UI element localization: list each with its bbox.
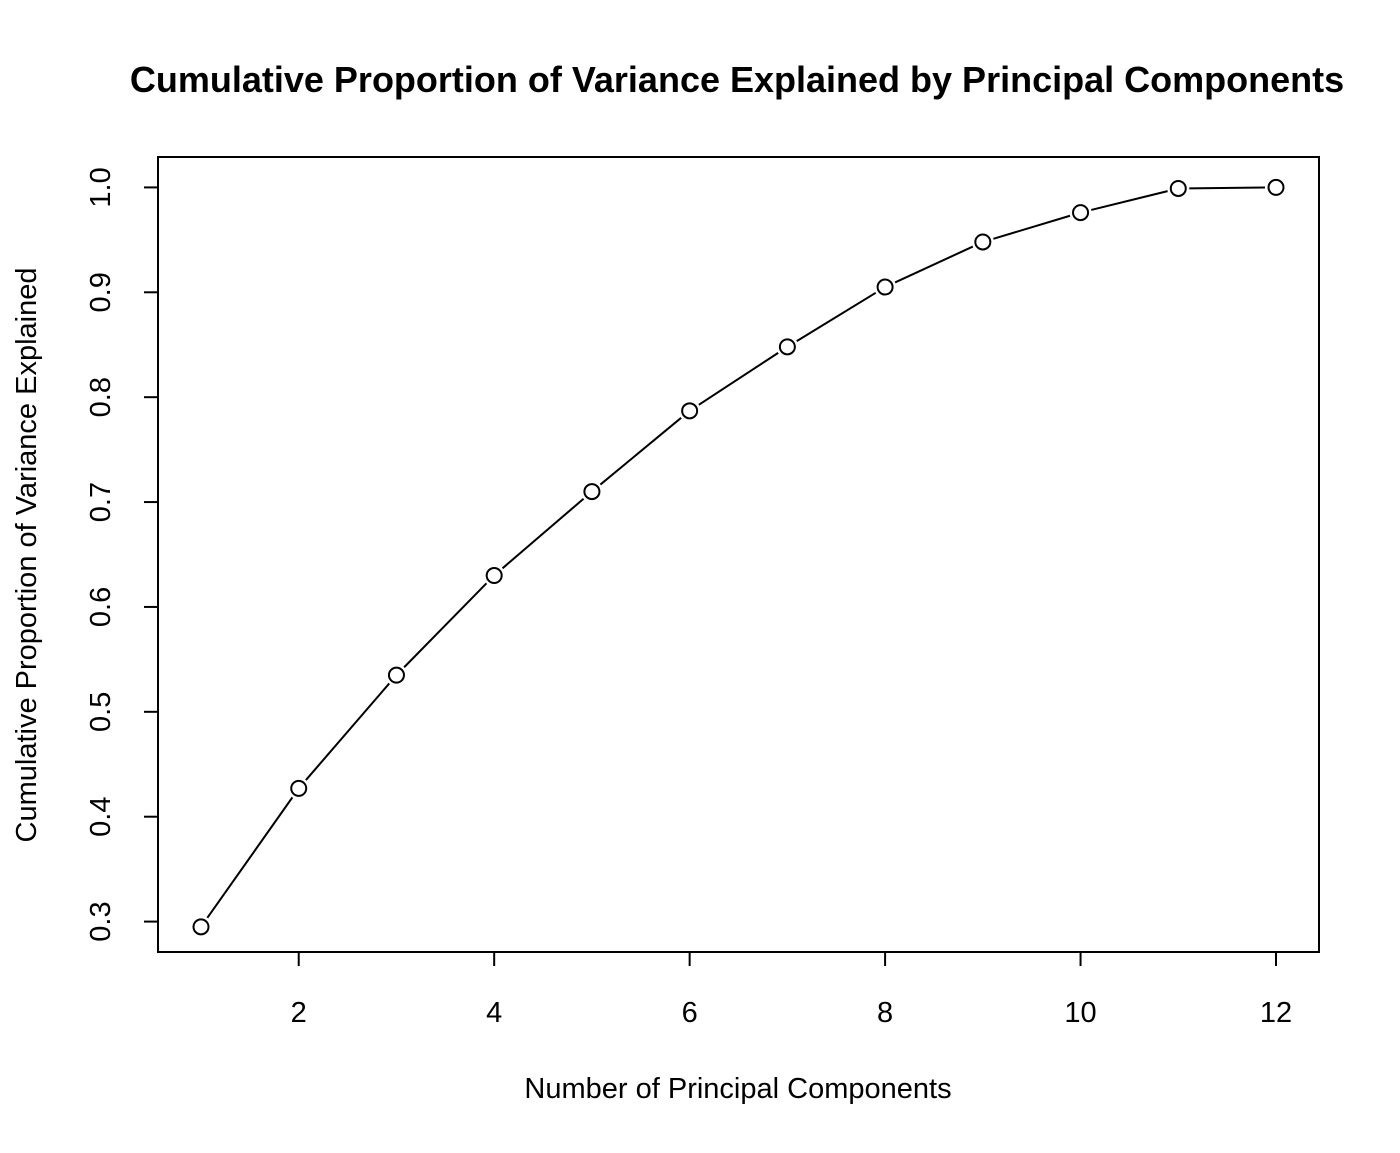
series-line-segment	[894, 245, 974, 284]
x-tick-label: 4	[486, 997, 502, 1029]
y-tick-label: 0.9	[85, 272, 117, 312]
y-tick-label: 0.7	[85, 482, 117, 522]
y-axis-label: Cumulative Proportion of Variance Explai…	[11, 268, 43, 843]
series-line-segment	[1090, 190, 1168, 211]
data-point	[290, 779, 308, 797]
data-point	[1072, 204, 1090, 222]
series-line-segment	[599, 417, 682, 486]
y-tick-label: 0.5	[85, 692, 117, 732]
series-line-segment	[1189, 186, 1266, 190]
y-axis: 0.3 0.4 0.5 0.6 0.7 0.8 0.9 1.0	[85, 167, 159, 942]
x-axis: 2 4 6 8 10 12	[291, 951, 1292, 1029]
data-point	[1169, 179, 1187, 197]
series-line-segment	[698, 352, 779, 406]
series-line-segment	[796, 291, 877, 342]
y-tick-label: 0.3	[85, 901, 117, 941]
data-point	[778, 338, 796, 356]
y-tick-label: 1.0	[85, 167, 117, 207]
data-point	[681, 402, 699, 420]
x-tick-label: 6	[682, 997, 698, 1029]
series-line-segment	[993, 214, 1071, 240]
x-tick-label: 10	[1064, 997, 1096, 1029]
x-tick-label: 12	[1260, 997, 1292, 1029]
data-point	[387, 666, 405, 684]
series-line-segment	[206, 796, 294, 919]
data-point	[876, 278, 894, 296]
x-axis-label: Number of Principal Components	[524, 1073, 951, 1105]
x-tick-label: 8	[877, 997, 893, 1029]
series-line-segment	[403, 582, 488, 668]
data-point	[974, 233, 992, 251]
series	[192, 178, 1285, 936]
x-tick-label: 2	[291, 997, 307, 1029]
data-point	[583, 483, 601, 501]
plot-frame	[157, 156, 1320, 953]
data-point	[485, 566, 503, 584]
series-line-segment	[501, 497, 585, 570]
y-tick-label: 0.6	[85, 587, 117, 627]
chart-title: Cumulative Proportion of Variance Explai…	[130, 59, 1344, 100]
y-tick-label: 0.8	[85, 377, 117, 417]
y-tick-label: 0.4	[85, 797, 117, 837]
data-point	[192, 918, 210, 936]
series-line-segment	[305, 682, 391, 781]
data-point	[1267, 178, 1285, 196]
